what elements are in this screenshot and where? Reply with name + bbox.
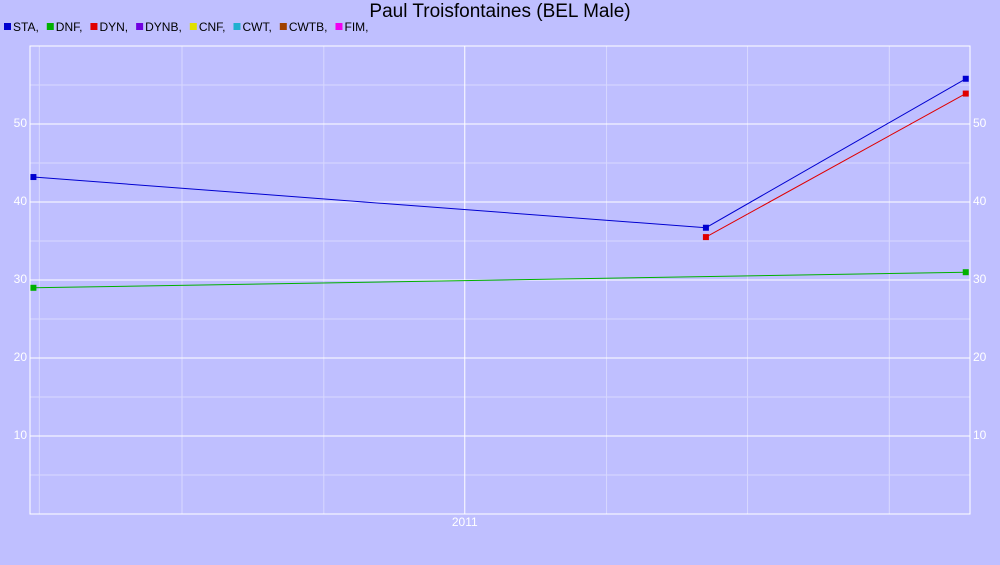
y-tick-label-right: 30	[973, 272, 987, 286]
legend-label: DYN,	[99, 20, 128, 34]
legend-label: DYNB,	[145, 20, 182, 34]
series-line	[33, 271, 966, 289]
legend-swatch	[335, 23, 343, 30]
y-tick-label-right: 40	[973, 194, 987, 208]
y-tick-label: 40	[14, 194, 28, 208]
legend-label: STA,	[13, 20, 39, 34]
legend-label: DNF,	[56, 20, 83, 34]
y-tick-label: 30	[14, 272, 28, 286]
legend-label: FIM,	[344, 20, 368, 34]
data-point	[702, 224, 709, 231]
data-point	[962, 269, 969, 276]
series-line	[705, 93, 966, 238]
legend-swatch	[90, 23, 98, 30]
data-point	[702, 234, 709, 241]
legend-swatch	[279, 23, 287, 30]
data-point	[962, 75, 969, 82]
y-tick-label: 50	[14, 116, 28, 130]
legend-swatch	[189, 23, 197, 30]
legend-swatch	[136, 23, 144, 30]
data-point	[30, 284, 37, 291]
y-tick-label-right: 10	[973, 428, 987, 442]
y-tick-label: 10	[14, 428, 28, 442]
legend-swatch	[4, 23, 11, 30]
data-point	[30, 174, 37, 181]
x-tick-label: 2011	[452, 515, 478, 529]
legend-label: CWTB,	[289, 20, 328, 34]
data-point	[962, 90, 969, 97]
y-tick-label-right: 50	[973, 116, 987, 130]
chart-title: Paul Troisfontaines (BEL Male)	[369, 1, 630, 22]
legend-label: CNF,	[199, 20, 226, 34]
legend-swatch	[46, 23, 54, 30]
legend-swatch	[233, 23, 241, 30]
legend-label: CWT,	[242, 20, 271, 34]
plot-frame	[29, 45, 971, 515]
y-tick-label-right: 20	[973, 350, 987, 364]
y-tick-label: 20	[14, 350, 28, 364]
